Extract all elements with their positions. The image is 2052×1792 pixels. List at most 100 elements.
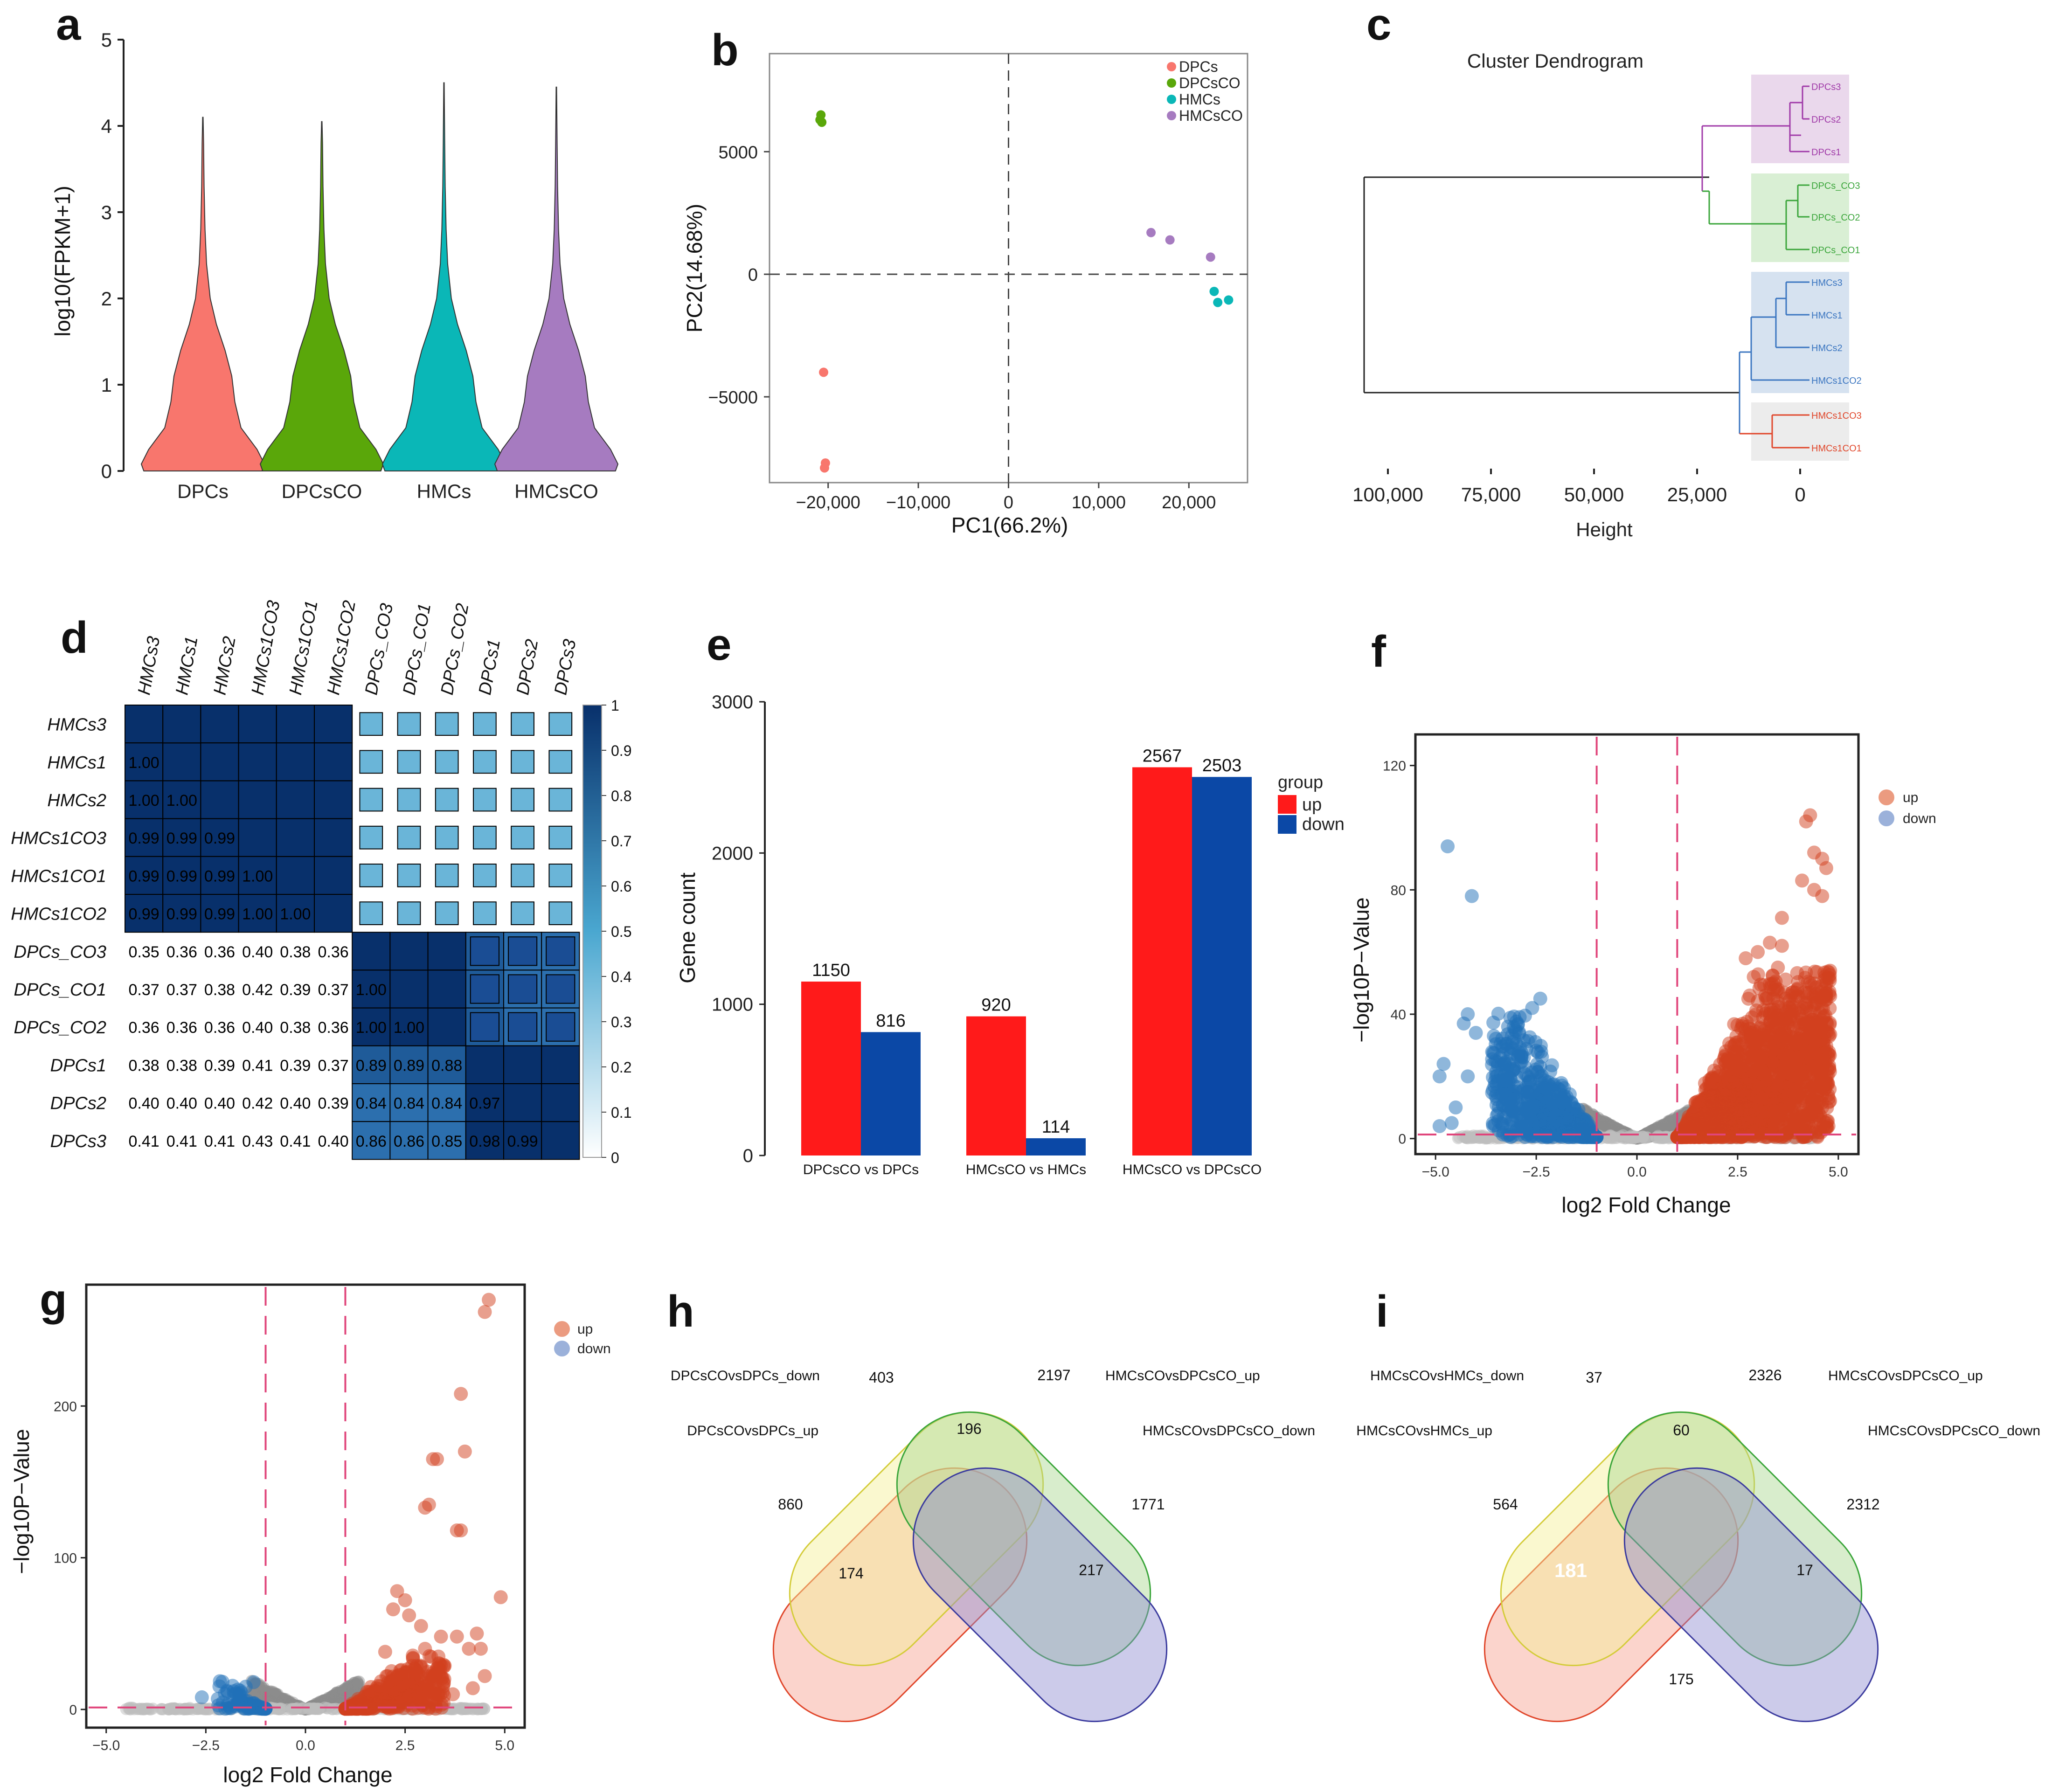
a-violin-hmcsco — [494, 86, 619, 471]
d-cell-value: 1.00 — [129, 754, 159, 772]
volcano-point-ns — [1603, 1119, 1616, 1131]
d-cell-value: 0.99 — [129, 867, 159, 885]
volcano-point-up — [1747, 970, 1761, 984]
d-cell — [125, 780, 164, 819]
volcano-point-down — [1509, 1069, 1523, 1084]
volcano-point-ns — [1663, 1116, 1675, 1128]
b-xlabel: PC1(66.2%) — [951, 513, 1068, 537]
d-cell-value: 1.00 — [129, 792, 159, 810]
volcano-point-ns — [1595, 1116, 1608, 1128]
b-point-hmcsco — [1206, 252, 1215, 262]
volcano-point-ns — [1603, 1119, 1615, 1131]
e-xtick: HMCsCO vs DPCsCO — [1123, 1162, 1262, 1177]
b-legend: DPCs DPCsCO HMCs HMCsCO — [1167, 58, 1243, 124]
volcano-point-up — [1731, 1035, 1746, 1050]
c-leaf-label: HMCs1CO1 — [1811, 443, 1862, 454]
volcano-point-ns — [1661, 1117, 1674, 1130]
d-cell-value: 0.99 — [166, 867, 197, 885]
d-cell — [359, 901, 383, 925]
volcano-point-up — [1715, 1110, 1729, 1124]
d-cell-value: 0.89 — [356, 1057, 387, 1074]
a-xtick-hmcsco: HMCsCO — [514, 480, 598, 502]
d-cell — [548, 901, 573, 925]
d-cell-value: 0.40 — [280, 1095, 311, 1113]
d-cell — [389, 1045, 429, 1085]
volcano-point-ns — [1659, 1119, 1672, 1131]
d-cell — [548, 788, 573, 812]
d-cell-value: 0.39 — [204, 1057, 235, 1074]
volcano-point-down — [1441, 839, 1455, 853]
d-cell-value: 0.99 — [129, 830, 159, 847]
d-cell-value: 0.36 — [166, 1019, 197, 1037]
volcano-point-up — [1767, 1058, 1782, 1072]
volcano-point-ns — [1599, 1118, 1612, 1130]
b-point-hmcs — [1209, 286, 1219, 296]
b-xtick: 20,000 — [1162, 493, 1216, 512]
d-cell-value: 1.00 — [356, 1019, 387, 1037]
d-cell-value: 0.37 — [318, 981, 349, 999]
volcano-point-up — [1787, 1115, 1802, 1130]
d-cell — [511, 901, 534, 925]
d-cell-value: 0.86 — [356, 1133, 387, 1150]
volcano-xtick: 2.5 — [1728, 1164, 1747, 1180]
d-cell — [511, 825, 534, 850]
volcano-point-ns — [1595, 1115, 1608, 1128]
volcano-point-ns — [1597, 1115, 1610, 1128]
d-cell-value: 0.85 — [431, 1133, 462, 1150]
volcano-point-ns — [1664, 1119, 1677, 1132]
volcano-point-ns — [1596, 1118, 1609, 1131]
e-xtick: DPCsCO vs DPCs — [803, 1162, 919, 1177]
d-cell-value: 1.00 — [356, 981, 387, 999]
volcano-point-ns — [1655, 1120, 1668, 1133]
d-cell-inner — [508, 974, 538, 1004]
panel-letter-a: a — [56, 0, 81, 49]
d-cell — [389, 969, 429, 1009]
volcano-point-up — [1719, 1061, 1734, 1076]
d-cell — [314, 705, 353, 744]
volcano-point-down — [1567, 1100, 1581, 1114]
d-colorbar-tick: 0.1 — [611, 1104, 631, 1121]
volcano-point-ns — [1669, 1113, 1682, 1126]
d-cell-value: 0.39 — [318, 1095, 349, 1113]
f-legend-down: down — [1879, 810, 1936, 826]
volcano-point-ns — [1598, 1115, 1611, 1128]
volcano-point-ns — [1666, 1118, 1678, 1130]
d-cell — [541, 1121, 580, 1160]
d-cell-value: 0.41 — [280, 1133, 311, 1150]
c-title: Cluster Dendrogram — [1467, 50, 1643, 72]
c-leaf-label: HMCs1CO3 — [1811, 411, 1862, 421]
panel-c: c Cluster Dendrogram DPCs3DPCs2DPCs1DPCs… — [1352, 0, 1862, 540]
d-cell — [511, 788, 534, 812]
d-cell-value: 0.99 — [204, 867, 235, 885]
d-cell-value: 1.00 — [242, 867, 273, 885]
d-cell — [162, 705, 201, 744]
c-x-ticks: 100,000 75,000 50,000 25,000 0 — [1352, 469, 1806, 505]
d-cell — [200, 742, 239, 782]
d-cell-inner — [546, 974, 575, 1004]
volcano-point-ns — [1659, 1120, 1672, 1132]
d-cell-value: 0.39 — [280, 1057, 311, 1074]
volcano-point-down — [1432, 1119, 1447, 1133]
volcano-xtick: 5.0 — [1829, 1164, 1848, 1180]
a-ytick: 3 — [101, 201, 124, 223]
a-xtick-dpcs: DPCs — [177, 480, 229, 502]
d-colorbar-tick: 1 — [611, 697, 619, 714]
d-cell-value: 0.84 — [394, 1095, 424, 1113]
b-point-dpcs — [819, 463, 829, 473]
d-cell — [465, 1045, 504, 1085]
volcano-point-ns — [1665, 1119, 1678, 1132]
volcano-point-up — [1771, 961, 1785, 975]
d-cell — [389, 1083, 429, 1122]
e-bar-label: 816 — [876, 1011, 905, 1031]
volcano-point-up — [1775, 911, 1789, 925]
d-cell — [162, 742, 201, 782]
d-cell-value: 1.00 — [280, 906, 311, 923]
d-cell — [238, 705, 277, 744]
volcano-point-ns — [1601, 1116, 1614, 1129]
volcano-point-ns — [1666, 1118, 1678, 1131]
volcano-point-up — [1771, 982, 1785, 996]
b-point-dpcs — [819, 367, 829, 377]
volcano-point-ns — [1657, 1119, 1669, 1131]
